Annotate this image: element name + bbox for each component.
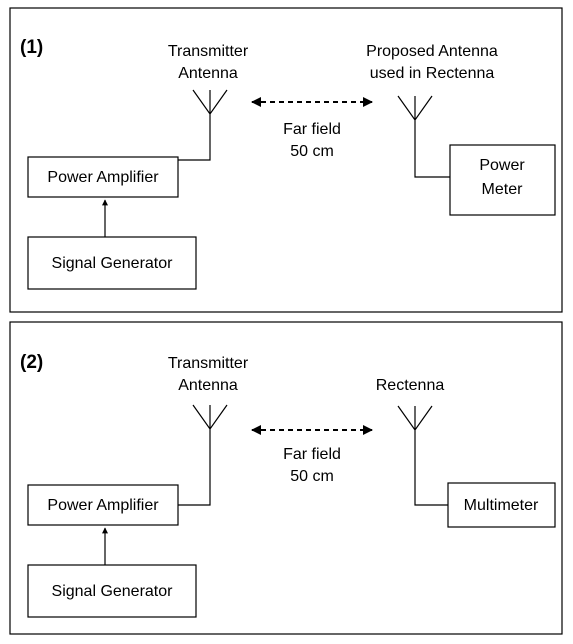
link-label: Far field [283, 121, 341, 138]
amplifier-box [27, 484, 179, 526]
panel-label: (1) [20, 37, 43, 58]
link-label: 50 cm [290, 143, 334, 160]
transmitter-antenna [178, 89, 228, 161]
panel-frame [9, 7, 563, 313]
receiver-label: Rectenna [376, 377, 445, 394]
transmitter-label: Transmitter [168, 355, 249, 372]
link-label: Far field [283, 446, 341, 463]
panel: (2) Transmitter Antenna Far field 50 cm … [9, 321, 563, 635]
transmitter-label: Antenna [178, 377, 238, 394]
transmitter-antenna [178, 404, 228, 506]
meter-label: Power [479, 157, 525, 174]
amplifier-box [27, 156, 179, 198]
receiver-label: used in Rectenna [370, 65, 495, 82]
transmitter-label: Antenna [178, 65, 238, 82]
amplifier-label: Power Amplifier [47, 497, 159, 514]
receiver-antenna [397, 405, 448, 506]
meter-label: Multimeter [464, 497, 539, 514]
generator-label: Signal Generator [52, 583, 174, 600]
meter-box [449, 144, 556, 216]
receiver-antenna [397, 95, 450, 178]
generator-box [27, 236, 197, 290]
panel: (1) Transmitter Antenna Far field 50 cm … [9, 7, 563, 313]
transmitter-label: Transmitter [168, 43, 249, 60]
panel-frame [9, 321, 563, 635]
amplifier-label: Power Amplifier [47, 169, 159, 186]
meter-label: Meter [482, 181, 524, 198]
generator-box [27, 564, 197, 618]
meter-box [447, 482, 556, 528]
link-label: 50 cm [290, 468, 334, 485]
receiver-label: Proposed Antenna [366, 43, 498, 60]
panel-label: (2) [20, 352, 43, 373]
generator-label: Signal Generator [52, 255, 174, 272]
